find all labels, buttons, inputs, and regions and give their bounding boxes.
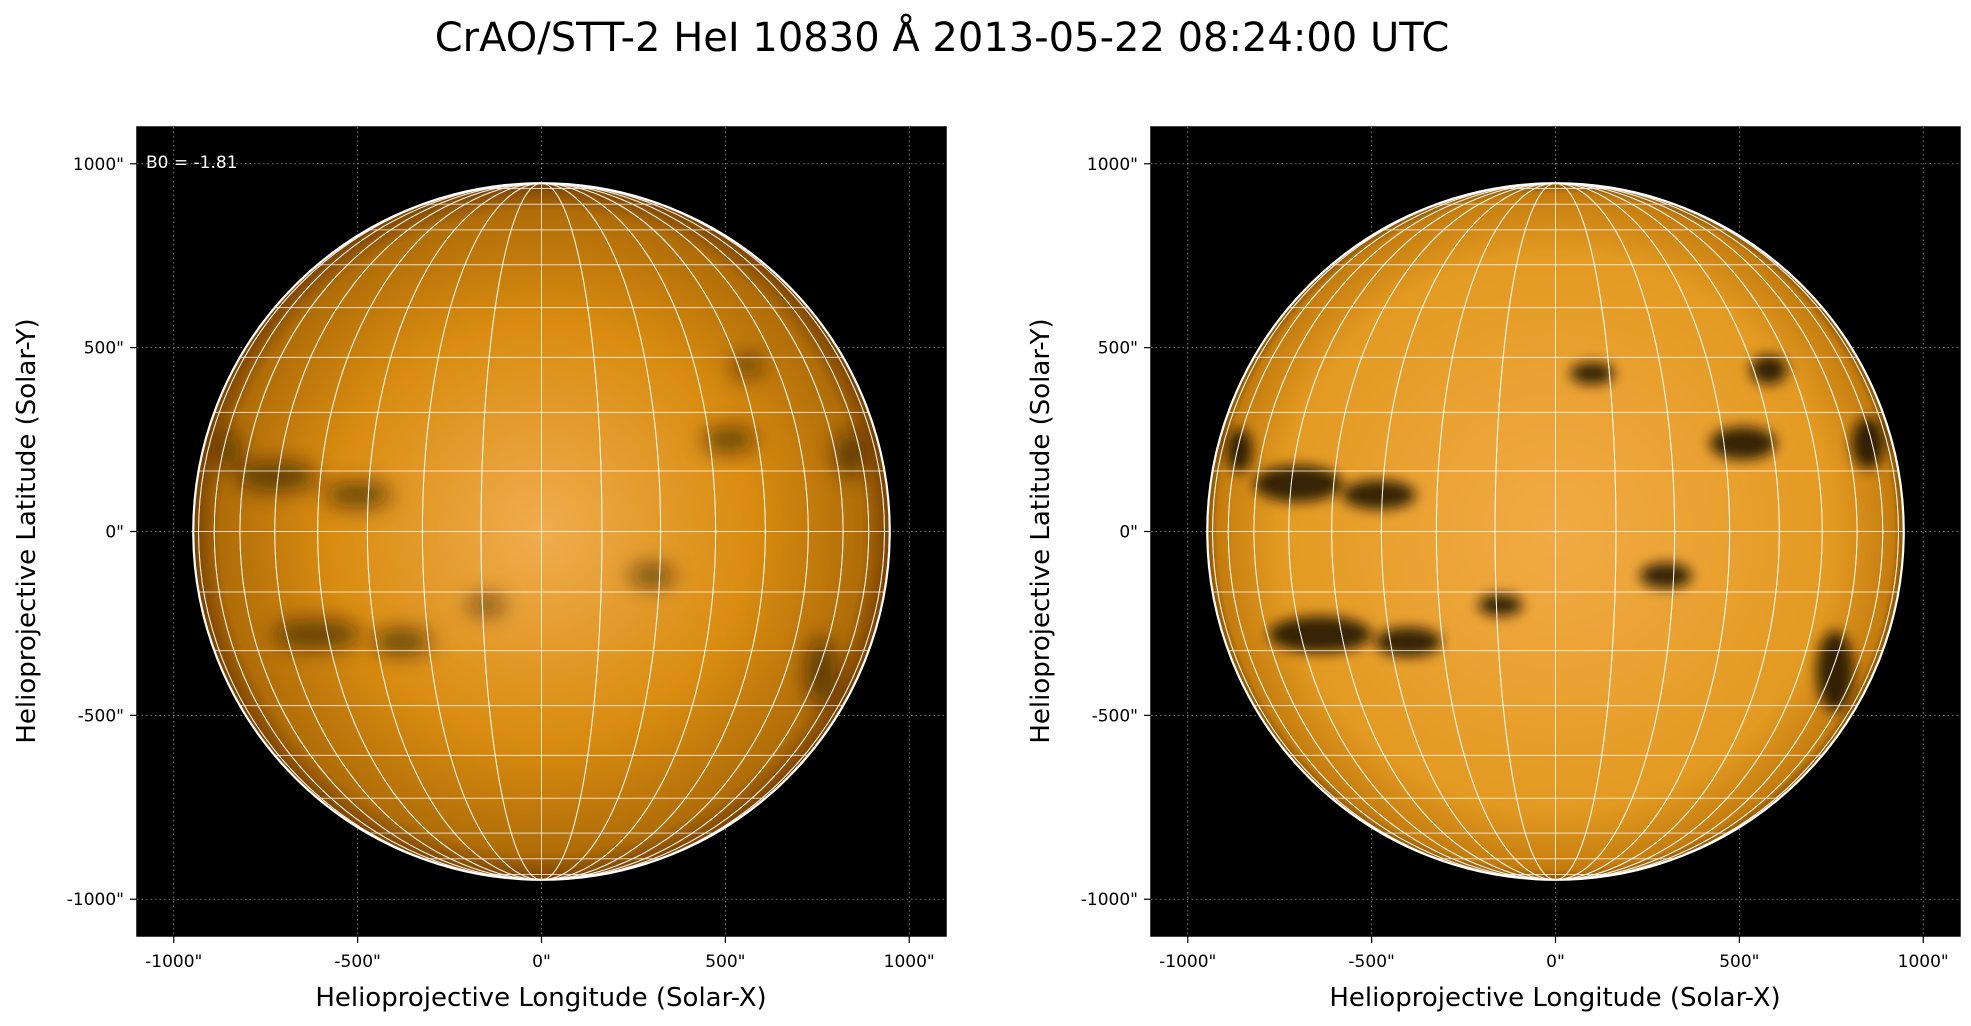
left-solar-image-panel: -1000" 1000" -500" 500" 0" 0" 500" -500" 1000" -1… [12,126,947,1013]
dark-feature [806,638,836,705]
dark-feature [1268,616,1372,653]
left-b0-annotation: B0 = -1.81 [146,153,238,173]
dark-feature [703,426,755,453]
dark-feature [1226,428,1253,473]
left-axis-ticks: -1000" 1000" -500" 500" 0" 0" 500" -500" 1000" -1… [67,155,935,972]
dark-feature [273,619,362,650]
right-solar-disk [1206,182,1905,881]
dark-feature [1750,354,1788,385]
y-tick-label: -1000" [1081,890,1138,910]
dark-feature [372,628,432,655]
solar-limb [1206,182,1905,881]
dark-feature [1816,630,1854,712]
x-tick-label: -1000" [1159,952,1216,972]
y-tick-label: 500" [84,339,124,359]
right-solar-image-panel: -1000" 1000" -500" 500" 0" 0" 500" -500" 1000" -1… [1026,126,1961,1013]
x-tick-label: 0" [532,952,551,972]
y-tick-label: 500" [1098,339,1138,359]
x-tick-label: -500" [1348,952,1394,972]
heliographic-graticule [1207,183,1904,880]
left-x-axis-label: Helioprojective Longitude (Solar-X) [315,983,766,1013]
dark-feature [1375,627,1442,657]
dark-feature [236,461,318,492]
x-tick-label: 500" [1719,952,1759,972]
y-tick-label: -500" [1092,706,1138,726]
y-tick-label: -500" [78,706,124,726]
figure-title: CrAO/STT-2 HeI 10830 Å 2013-05-22 08:24:… [434,15,1450,61]
y-tick-label: -1000" [67,890,124,910]
y-tick-label: 1000" [73,155,124,175]
dark-feature [1851,417,1885,469]
dark-feature [217,432,240,469]
y-tick-label: 0" [105,523,124,543]
dark-feature [1570,362,1615,385]
left-solar-disk [192,182,891,881]
dark-feature [1478,594,1523,617]
x-tick-label: 1000" [884,952,935,972]
x-tick-label: 500" [705,952,745,972]
x-tick-label: 0" [1546,952,1565,972]
dark-feature [1709,426,1777,460]
y-tick-label: 1000" [1087,155,1138,175]
y-tick-label: 0" [1119,523,1138,543]
x-tick-label: 1000" [1898,952,1949,972]
dark-feature [467,595,505,615]
x-tick-label: -500" [334,952,380,972]
right-x-axis-label: Helioprojective Longitude (Solar-X) [1329,983,1780,1013]
heliographic-graticule [193,183,890,880]
right-y-axis-label: Helioprojective Latitude (Solar-Y) [1026,318,1056,743]
dark-feature [1342,480,1416,510]
right-axis-ticks: -1000" 1000" -500" 500" 0" 0" 500" -500" 1000" -1… [1081,155,1949,972]
left-y-axis-label: Helioprojective Latitude (Solar-Y) [12,318,42,743]
dark-feature [324,481,391,508]
dark-feature [1640,562,1692,589]
dark-filaments [217,354,866,705]
dark-feature [1253,465,1343,503]
dark-feature [629,564,674,587]
dark-feature [732,354,763,378]
solar-limb [192,182,891,881]
x-tick-label: -1000" [145,952,202,972]
